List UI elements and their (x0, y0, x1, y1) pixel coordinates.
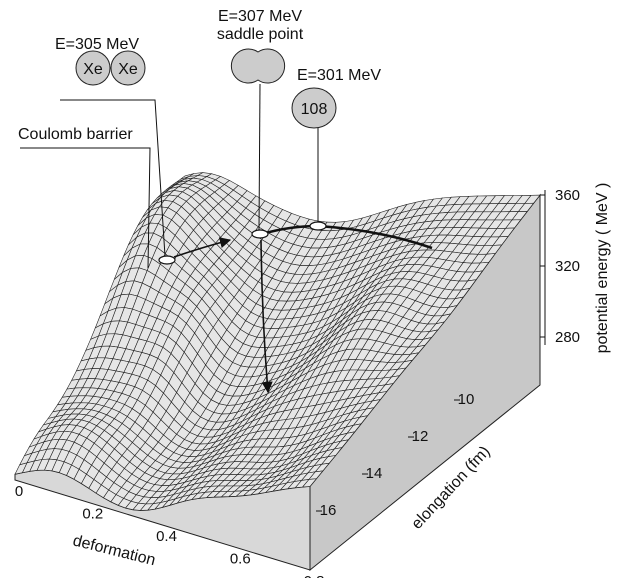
y-tick-label: 16 (320, 502, 337, 519)
markers (158, 221, 327, 265)
z-tick-label: 320 (555, 258, 580, 275)
saddle-shape (230, 48, 286, 84)
annotation: 108 (301, 101, 328, 118)
marker (158, 255, 176, 265)
y-tick-label: 12 (412, 428, 429, 445)
annotation: E=307 MeV (218, 8, 302, 25)
z-tick-label: 280 (555, 329, 580, 346)
annotation: E=301 MeV (297, 67, 381, 84)
annotation: Xe (83, 61, 103, 78)
y-tick-label: 14 (366, 465, 383, 482)
nucleus (291, 87, 337, 129)
x-tick-label: 0 (15, 483, 23, 500)
mesh-cell (301, 478, 318, 488)
ticks: 0 0.2 0.4 0.6 0.8 10 12 14 16 360 320 280 (15, 187, 580, 578)
fusion-path (173, 237, 232, 258)
leader-line (20, 147, 151, 269)
x-tick-label: 0.4 (156, 528, 177, 545)
nucleus (110, 50, 146, 86)
leader-line (258, 83, 261, 231)
surface (14, 172, 541, 572)
nuclei (75, 48, 337, 129)
marker (309, 221, 327, 231)
y-tick-label: 10 (458, 391, 475, 408)
annotation: E=305 MeV (55, 36, 139, 53)
annotation: Coulomb barrier (18, 126, 133, 143)
axis-label: potential energy ( MeV ) (594, 183, 611, 354)
leader-lines (20, 83, 319, 269)
annotation: Xe (118, 61, 138, 78)
fission-path (260, 239, 273, 394)
annotation: saddle point (217, 26, 304, 43)
x-tick-label: 0.6 (230, 551, 251, 568)
x-tick-label: 0.8 (304, 573, 325, 578)
marker (251, 229, 269, 239)
x-tick-label: 0.2 (82, 506, 103, 523)
axis-label: deformation (71, 532, 157, 569)
leader-line (60, 99, 166, 257)
nucleus (75, 50, 111, 86)
z-tick-label: 360 (555, 187, 580, 204)
